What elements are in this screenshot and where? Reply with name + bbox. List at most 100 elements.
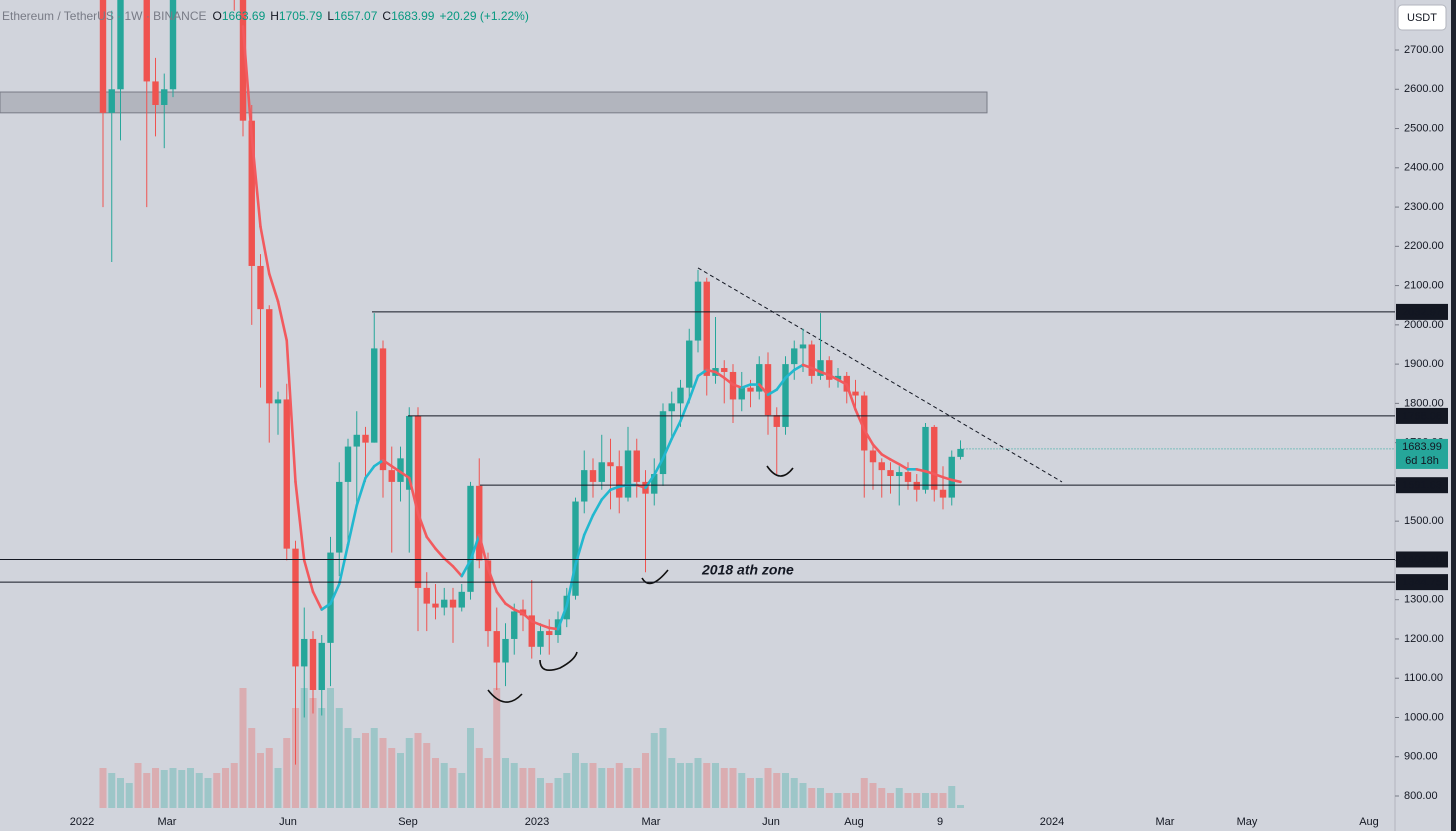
hand-curve — [641, 569, 669, 585]
candle-body — [458, 591, 465, 608]
volume-bar — [808, 788, 816, 808]
candle-body — [283, 399, 290, 549]
volume-bar — [624, 768, 632, 808]
moving-average — [302, 559, 315, 594]
candle-body — [747, 387, 754, 392]
volume-bar — [887, 793, 894, 808]
moving-average — [714, 370, 726, 380]
volume-bar — [405, 738, 413, 808]
candle-body — [913, 481, 920, 490]
candle-body — [598, 462, 605, 482]
candle-body — [274, 399, 282, 404]
trendline — [697, 267, 1063, 483]
level-label: 1402.40 — [1402, 554, 1442, 566]
moving-average — [810, 366, 822, 374]
moving-average — [469, 533, 481, 562]
volume-bar — [572, 753, 579, 808]
moving-average — [539, 623, 551, 630]
moving-average — [460, 559, 472, 578]
moving-average — [241, 25, 254, 138]
moving-average — [390, 464, 402, 474]
candle-body — [292, 548, 299, 667]
volume-bar — [685, 763, 693, 808]
volume-bar — [930, 793, 938, 808]
y-tick-label: 1500.00 — [1404, 515, 1444, 527]
volume-bar — [703, 763, 711, 808]
volume-bar — [458, 773, 466, 808]
volume-bar — [230, 763, 238, 808]
volume-bar — [397, 753, 404, 808]
moving-average — [591, 498, 604, 517]
candle-body — [537, 631, 544, 647]
last-price-tag — [1396, 438, 1448, 469]
candle-body — [904, 472, 912, 482]
candle-body — [869, 450, 877, 463]
candle-body — [773, 415, 780, 427]
volume-bar — [729, 768, 737, 808]
candle-body — [362, 434, 369, 443]
volume-bar — [755, 778, 763, 808]
candle-body — [476, 485, 483, 561]
candle-body — [423, 587, 430, 604]
volume-bar — [904, 793, 912, 808]
y-tick-label: 2200.00 — [1404, 240, 1444, 252]
candle-body — [948, 456, 955, 498]
moving-average — [784, 368, 796, 380]
candle-body — [152, 81, 159, 105]
y-tick-label: 1200.00 — [1404, 633, 1444, 645]
candle-body — [589, 470, 597, 482]
moving-average — [661, 437, 674, 460]
moving-average — [722, 376, 735, 386]
volume-bar — [589, 763, 597, 808]
candle-body — [834, 375, 842, 380]
x-tick-label: Jun — [279, 816, 297, 828]
moving-average — [775, 376, 787, 391]
candle-body — [721, 368, 728, 372]
moving-average — [950, 478, 962, 484]
level-tag — [1396, 551, 1448, 568]
moving-average — [766, 388, 779, 397]
candle-body — [791, 348, 798, 365]
volume-bar — [939, 793, 947, 808]
volume-bar — [738, 773, 746, 808]
resistance-zone — [0, 91, 988, 114]
countdown-label: 6d 18h — [1405, 455, 1439, 467]
x-tick-label: Mar — [158, 816, 177, 828]
candle-body — [896, 472, 903, 477]
y-tick-label: 1100.00 — [1404, 672, 1443, 684]
volume-bar — [344, 728, 352, 808]
currency-button[interactable] — [1397, 4, 1447, 31]
moving-average — [836, 378, 849, 386]
volume-bar — [265, 748, 273, 808]
moving-average — [495, 590, 507, 605]
moving-average — [259, 225, 271, 276]
candle-body — [624, 450, 632, 498]
volume-bar — [379, 738, 387, 808]
level-tag — [1396, 407, 1448, 424]
x-tick-label: Aug — [1359, 816, 1379, 828]
moving-average — [512, 608, 525, 615]
volume-bar — [677, 763, 684, 808]
moving-average — [609, 485, 621, 492]
currency-label[interactable]: USDT — [1407, 12, 1437, 24]
y-tick-label: 1300.00 — [1404, 594, 1444, 606]
candle-body — [939, 489, 947, 498]
candle-body — [239, 0, 247, 121]
volume-bar — [493, 688, 501, 808]
moving-average — [871, 443, 884, 456]
candle-body — [449, 599, 457, 608]
moving-average — [425, 535, 437, 550]
moving-average — [416, 512, 429, 539]
candle-body — [659, 411, 667, 475]
candle-body — [484, 560, 492, 632]
moving-average — [731, 383, 744, 389]
field-label: L — [327, 9, 334, 23]
candle-body — [336, 481, 343, 553]
moving-average — [399, 470, 411, 480]
volume-bar — [869, 783, 877, 808]
moving-average — [530, 619, 542, 627]
y-tick-label: 2700.00 — [1404, 44, 1444, 56]
level-tag — [1396, 574, 1448, 591]
volume-bar — [545, 783, 553, 808]
